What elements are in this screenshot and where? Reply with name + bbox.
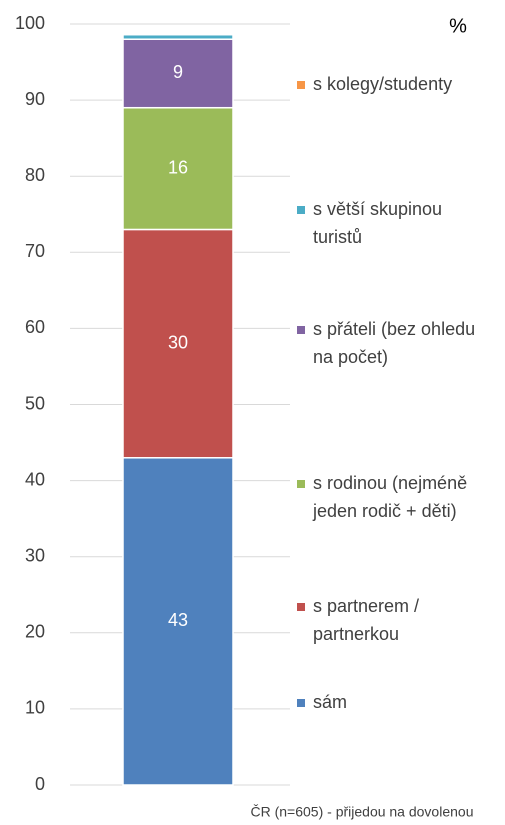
legend-marker — [297, 699, 305, 707]
legend-marker — [297, 206, 305, 214]
legend-line: sám — [313, 692, 347, 712]
y-tick-label: 50 — [25, 393, 45, 413]
bar-segment — [122, 457, 234, 786]
legend-label: sám — [313, 692, 347, 712]
bar-segment — [122, 33, 234, 36]
legend-line: s kolegy/studenty — [313, 74, 452, 94]
y-tick-label: 60 — [25, 317, 45, 337]
unit-label: % — [449, 15, 467, 37]
legend-line: na počet) — [313, 347, 388, 367]
data-label: 43 — [168, 610, 188, 630]
legend-label: s přáteli (bez ohledu na počet) — [313, 319, 480, 367]
legend-line: s partnerem / — [313, 596, 424, 616]
y-tick-label: 0 — [35, 774, 45, 794]
legend-label: s rodinou (nejméně jeden rodič + děti) — [312, 473, 472, 521]
legend-marker — [297, 603, 305, 611]
legend-marker — [297, 480, 305, 488]
y-tick-label: 30 — [25, 545, 45, 565]
legend-label: s větší skupinou turistů — [313, 199, 447, 247]
legend-label: s kolegy/studenty — [313, 74, 452, 94]
bar-segment — [122, 228, 234, 459]
y-tick-label: 70 — [25, 241, 45, 261]
legend-line: partnerkou — [313, 624, 399, 644]
legend-marker — [297, 326, 305, 334]
x-tick-label: ČR (n=605) - přijedou na dovolenou — [251, 804, 474, 820]
y-tick-label: 20 — [25, 622, 45, 642]
y-tick-label: 40 — [25, 469, 45, 489]
legend-line: turistů — [313, 227, 362, 247]
legend-line: jeden rodič + děti) — [312, 501, 457, 521]
bar-segment — [122, 106, 234, 231]
legend-line: s větší skupinou — [313, 199, 447, 219]
legend-marker — [297, 81, 305, 89]
data-label: 30 — [168, 332, 188, 352]
bar-segment — [122, 38, 234, 109]
y-tick-label: 100 — [15, 13, 45, 33]
y-tick-label: 80 — [25, 165, 45, 185]
legend-label: s partnerem / partnerkou — [313, 596, 424, 644]
legend-line: s rodinou (nejméně — [313, 473, 472, 493]
y-tick-label: 10 — [25, 698, 45, 718]
y-tick-label: 90 — [25, 89, 45, 109]
data-label: 16 — [168, 157, 188, 177]
legend-line: s přáteli (bez ohledu — [313, 319, 480, 339]
data-label: 9 — [173, 62, 183, 82]
